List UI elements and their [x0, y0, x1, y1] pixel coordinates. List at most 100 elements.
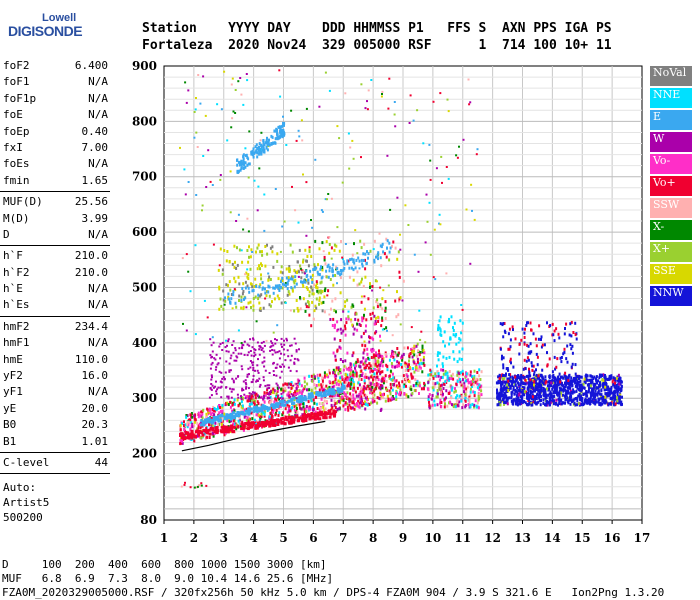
echo-point [180, 441, 182, 445]
echo-point [268, 384, 271, 387]
echo-point [240, 163, 243, 167]
echo-point [571, 344, 574, 348]
echo-point [205, 431, 209, 435]
echo-point [335, 382, 338, 386]
echo-point [310, 219, 312, 221]
echo-point [574, 397, 577, 400]
echo-point [285, 144, 288, 146]
echo-point [287, 386, 290, 389]
echo-point [274, 141, 277, 145]
echo-point [308, 290, 311, 294]
echo-point [585, 392, 588, 396]
echo-point [467, 378, 470, 382]
echo-point [565, 322, 568, 326]
echo-point [578, 388, 581, 392]
echo-point [249, 282, 252, 286]
echo-point [378, 386, 381, 390]
echo-point [528, 370, 531, 374]
echo-point [618, 382, 621, 386]
echo-point [329, 318, 332, 321]
echo-point [395, 398, 398, 401]
echo-point [372, 306, 375, 310]
echo-point [554, 402, 557, 406]
echo-point [284, 382, 287, 386]
echo-point [391, 352, 394, 356]
echo-point [325, 269, 328, 273]
echo-point [303, 410, 306, 414]
echo-point [272, 344, 275, 347]
echo-point [189, 418, 192, 421]
echo-point [243, 412, 247, 416]
echo-point [183, 433, 186, 437]
echo-point [374, 387, 377, 391]
echo-point [572, 377, 575, 380]
echo-point [560, 360, 563, 364]
echo-point [507, 332, 510, 336]
echo-point [583, 379, 586, 383]
echo-point [360, 335, 363, 339]
echo-point [276, 386, 279, 390]
echo-point [304, 309, 307, 313]
echo-point [300, 119, 303, 122]
echo-point [218, 285, 221, 289]
echo-point [205, 435, 208, 439]
echo-point [474, 399, 477, 403]
echo-point [303, 380, 306, 384]
echo-point [499, 403, 502, 407]
echo-point [553, 387, 556, 391]
echo-point [463, 390, 465, 394]
echo-point [384, 317, 387, 320]
echo-point [201, 204, 204, 207]
echo-point [247, 273, 250, 277]
echo-point [437, 326, 440, 330]
echo-point [352, 373, 355, 377]
echo-point [504, 374, 507, 378]
echo-point [379, 363, 382, 367]
echo-point [230, 297, 233, 301]
echo-point [370, 401, 373, 405]
echo-point [512, 379, 515, 383]
echo-point [328, 409, 332, 413]
echo-point [369, 364, 372, 368]
echo-point [278, 386, 280, 389]
echo-point [268, 387, 271, 389]
echo-point [232, 351, 235, 354]
echo-point [238, 411, 242, 415]
echo-point [307, 396, 311, 400]
echo-point [363, 375, 366, 379]
echo-point [364, 402, 367, 406]
echo-point [315, 391, 319, 394]
echo-point [331, 405, 334, 409]
echo-point [525, 324, 528, 327]
echo-point [520, 390, 523, 394]
echo-point [344, 92, 347, 95]
echo-point [210, 418, 214, 422]
echo-point [253, 392, 256, 395]
echo-point [381, 90, 384, 93]
echo-point [516, 401, 519, 405]
echo-point [259, 294, 262, 298]
echo-point [558, 395, 561, 399]
echo-point [516, 391, 519, 395]
echo-point [503, 402, 505, 406]
echo-point [528, 350, 531, 354]
param-row: h`Es N/A [0, 297, 110, 313]
echo-point [500, 374, 503, 378]
echo-point [392, 240, 395, 244]
echo-point [535, 344, 538, 348]
echo-point [210, 383, 213, 385]
echo-point [523, 400, 526, 403]
param-value: N/A [88, 385, 108, 399]
echo-point [445, 379, 448, 382]
echo-point [341, 181, 344, 184]
echo-point [609, 377, 612, 381]
echo-point [337, 328, 340, 331]
echo-point [241, 287, 244, 290]
echo-point [225, 360, 228, 363]
echo-point [373, 377, 376, 381]
echo-point [350, 320, 352, 323]
echo-point [381, 316, 384, 320]
echo-point [418, 362, 421, 366]
echo-point [508, 347, 511, 351]
echo-point [352, 393, 355, 397]
